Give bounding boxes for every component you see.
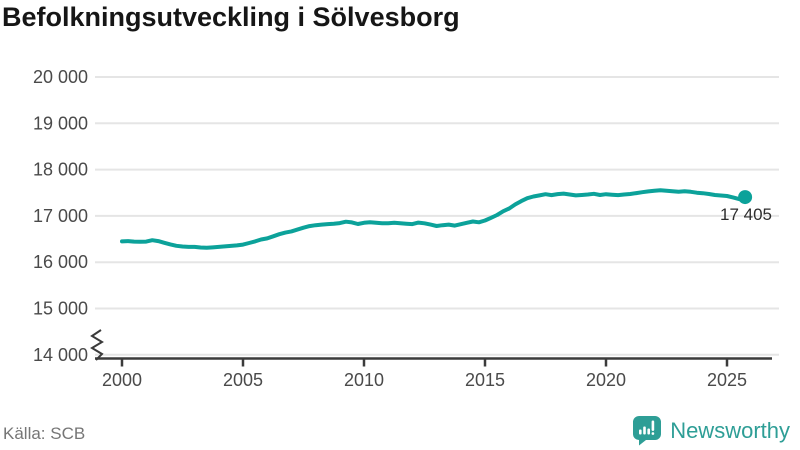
svg-text:15 000: 15 000 xyxy=(33,299,88,319)
y-axis-labels: 14 000 15 000 16 000 17 000 18 000 19 000 20 0… xyxy=(33,67,88,365)
svg-text:19 000: 19 000 xyxy=(33,113,88,133)
svg-text:2000: 2000 xyxy=(102,370,142,390)
svg-text:2015: 2015 xyxy=(465,370,505,390)
source-caption: Källa: SCB xyxy=(3,424,86,443)
brand-name: Newsworthy xyxy=(670,417,790,443)
x-axis-labels: 2000 2005 2010 2015 2020 2025 xyxy=(102,370,747,390)
y-axis-break-icon xyxy=(90,329,104,361)
svg-text:16 000: 16 000 xyxy=(33,252,88,272)
svg-text:18 000: 18 000 xyxy=(33,160,88,180)
x-axis-ticks xyxy=(120,358,729,367)
svg-text:2025: 2025 xyxy=(707,370,747,390)
svg-text:14 000: 14 000 xyxy=(33,345,88,365)
svg-text:2005: 2005 xyxy=(223,370,263,390)
newsworthy-logo-icon xyxy=(633,416,662,446)
chart-title: Befolkningsutveckling i Sölvesborg xyxy=(2,2,460,32)
svg-text:17 000: 17 000 xyxy=(33,206,88,226)
end-point-marker xyxy=(738,190,753,205)
gridlines xyxy=(95,76,779,356)
newsworthy-brand[interactable]: Newsworthy xyxy=(632,415,790,446)
end-value-label: 17 405 xyxy=(720,205,772,224)
svg-text:2020: 2020 xyxy=(586,370,626,390)
population-line xyxy=(120,188,748,250)
svg-text:20 000: 20 000 xyxy=(33,67,88,87)
svg-text:2010: 2010 xyxy=(344,370,384,390)
